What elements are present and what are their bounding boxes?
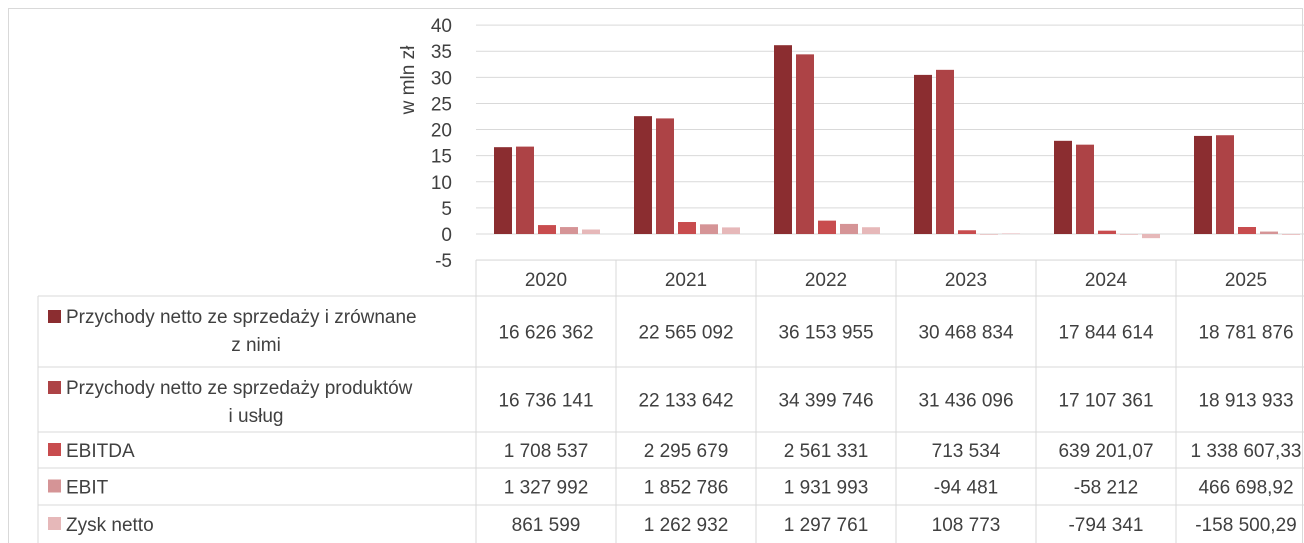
table-cell: 2 561 331 [784,441,869,462]
legend-label: Zysk netto [66,515,154,536]
legend-label: Przychody netto ze sprzedaży i zrównane [66,307,417,328]
bar [818,220,836,234]
data-table: 2020 2021 2022 2023 2024 2025 Przychody netto … [37,259,1304,543]
legend-key [48,479,61,493]
table-cell: 1 338 607,33 [1191,441,1302,462]
bar [656,118,674,234]
bar [980,234,998,235]
gridlines [476,24,1304,261]
table-cell: 17 844 614 [1058,323,1154,344]
bar [1098,230,1116,234]
y-tick-label: 30 [431,68,452,89]
bar [1260,231,1278,234]
x-tick-label: 2023 [945,270,987,291]
table-cell: 16 626 362 [498,323,593,344]
table-cell: 18 913 933 [1198,391,1293,412]
legend-label: Przychody netto ze sprzedaży produktów [66,378,413,399]
bar [914,74,932,234]
table-cell: 1 852 786 [644,478,729,499]
bar [936,69,954,235]
bar [494,147,512,234]
legend-key [48,381,61,394]
bar [700,224,718,234]
legend-key [48,443,61,456]
bar [774,45,792,234]
table-cell: 1 931 993 [784,478,869,499]
bar [1194,135,1212,234]
legend-label: EBIT [66,478,109,499]
y-tick-label: 40 [431,16,452,37]
table-cell: 22 133 642 [638,391,733,412]
table-cell: 31 436 096 [918,391,1013,412]
table-cell: -58 212 [1074,478,1138,499]
y-tick-label: 10 [431,173,452,194]
table-cell: 36 153 955 [778,323,873,344]
table-cell: 639 201,07 [1058,441,1153,462]
y-tick-label: 5 [441,199,452,220]
table-cell: -158 500,29 [1195,515,1296,536]
bar [1216,135,1234,234]
bars [494,45,1300,239]
y-tick-label: 0 [441,225,452,246]
bar [840,223,858,234]
bar [796,54,814,235]
y-axis-title: w mln zł [398,45,419,115]
table-cell: 713 534 [932,441,1001,462]
bar [634,116,652,234]
legend-label: z nimi [231,335,281,356]
table-cell: 466 698,92 [1198,478,1293,499]
bar [862,227,880,234]
legend-key [48,517,61,530]
table-cell: 22 565 092 [638,323,733,344]
legend-label: EBITDA [66,441,135,462]
bar [722,227,740,234]
y-tick-label: 35 [431,42,452,63]
y-axis: -5 0 5 10 15 20 25 30 35 40 [431,16,452,272]
legend-key [48,310,61,323]
x-tick-label: 2020 [525,270,567,291]
table-cell: 1 708 537 [504,441,589,462]
bar [560,227,578,234]
y-tick-label: 25 [431,94,452,115]
bar [678,222,696,234]
table-cell: 18 781 876 [1198,323,1293,344]
bar [516,146,534,234]
table-cell: 2 295 679 [644,441,729,462]
bar [1076,144,1094,234]
bar [1142,234,1160,239]
legend-label: i usług [229,406,284,427]
bar [582,229,600,234]
x-tick-label: 2022 [805,270,847,291]
bar [1120,234,1138,235]
table-cell: 1 262 932 [644,515,729,536]
bar [1238,227,1256,234]
table-cell: -794 341 [1068,515,1143,536]
y-tick-label: -5 [435,251,452,272]
bar [1002,233,1020,234]
table-cell: 1 327 992 [504,478,589,499]
bar [538,225,556,234]
table-cell: 108 773 [932,515,1001,536]
bar [958,230,976,234]
table-cell: 17 107 361 [1058,391,1153,412]
y-tick-label: 20 [431,121,452,142]
table-cell: 861 599 [512,515,581,536]
table-cell: -94 481 [934,478,998,499]
x-tick-label: 2021 [665,270,707,291]
x-tick-label: 2024 [1085,270,1128,291]
table-cell: 16 736 141 [498,391,593,412]
y-tick-label: 15 [431,147,452,168]
chart-border [8,8,1303,543]
table-cell: 1 297 761 [784,515,869,536]
bar [1282,234,1300,235]
bar [1054,140,1072,234]
x-tick-label: 2025 [1225,270,1267,291]
table-cell: 30 468 834 [918,323,1014,344]
table-cell: 34 399 746 [778,391,873,412]
